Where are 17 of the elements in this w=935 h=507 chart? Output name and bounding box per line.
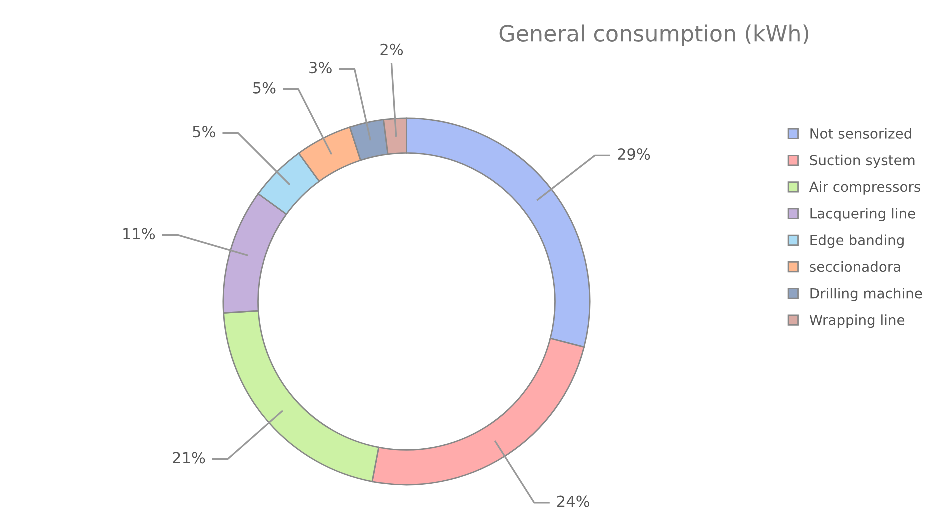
chart-title: General consumption (kWh) [500,24,809,46]
legend-label: Edge banding [810,234,904,248]
data-label: 29% [618,148,650,160]
legend-label: Not sensorized [810,128,912,139]
data-label: 24% [558,496,590,507]
legend-label: Air compressors [809,181,921,195]
data-label: 5% [193,126,216,138]
data-label: 11% [124,228,156,240]
data-label: 3% [310,62,332,74]
data-label: 5% [253,82,276,94]
legend-label: Drilling machine [810,288,922,302]
legend-label: Lacquering line [810,208,916,222]
legend-label: seccionadora [810,261,900,272]
legend-label: Suction system [810,154,915,168]
legend-label: Wrapping line [810,314,905,328]
data-label: 2% [380,44,404,56]
data-label: 21% [173,452,206,464]
